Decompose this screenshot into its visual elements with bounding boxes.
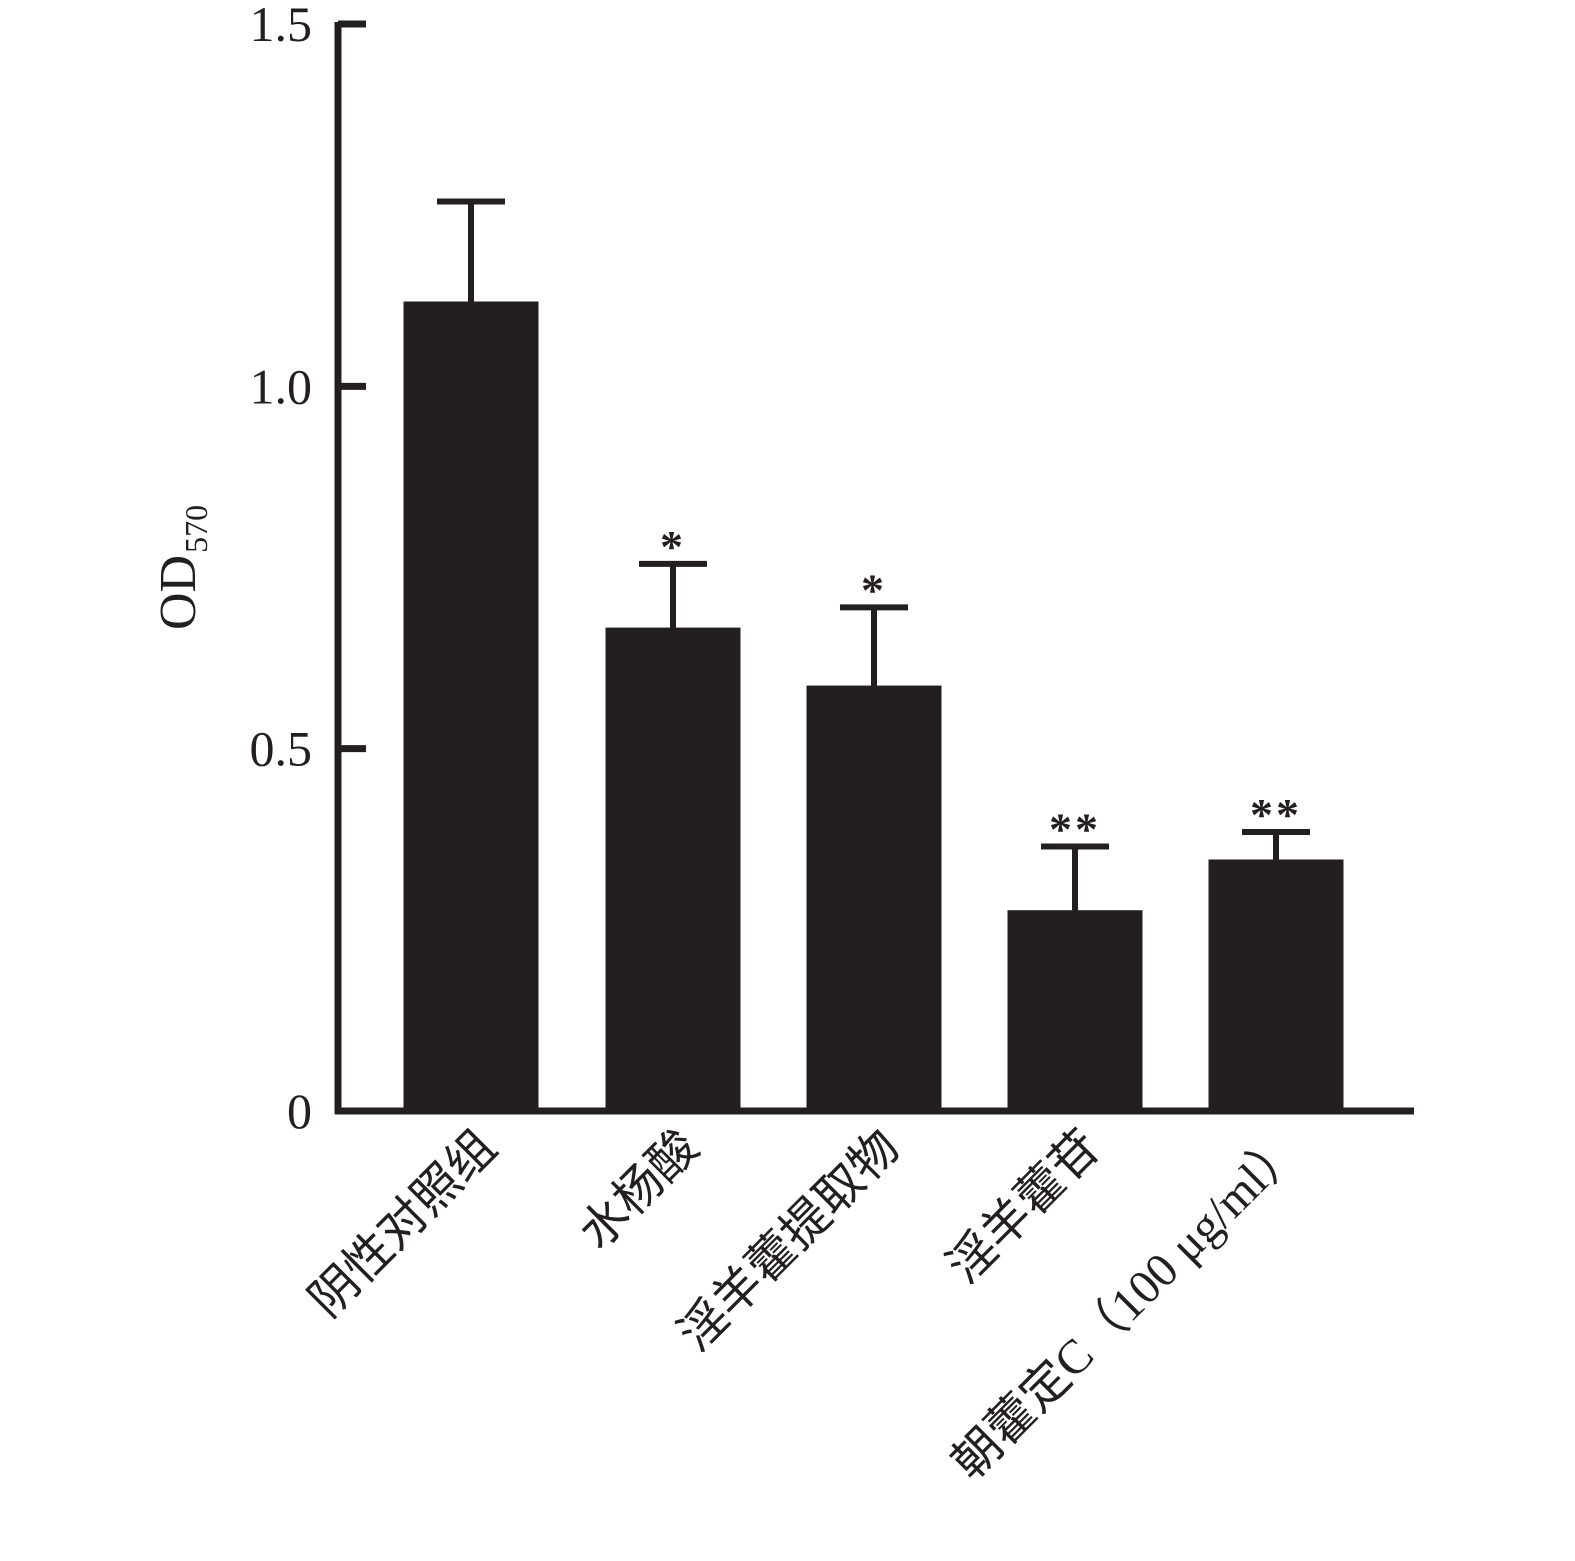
y-axis-label: OD570: [150, 505, 214, 630]
y-axis-label-main: OD: [150, 555, 207, 630]
y-tick-label: 0.5: [250, 721, 313, 777]
y-axis-label-subscript: 570: [178, 505, 214, 553]
x-category-label: 阴性对照组: [300, 1120, 507, 1327]
significance-mark: **: [1250, 789, 1302, 840]
bar: [1208, 859, 1344, 1113]
bar: [605, 627, 741, 1113]
x-category-label: 淫羊藿苷: [938, 1120, 1111, 1293]
bar: [403, 301, 539, 1113]
bar: [1007, 910, 1143, 1113]
x-category-label: 朝藿定C（100 μg/ml）: [942, 1120, 1312, 1490]
bar: [806, 685, 942, 1113]
y-tick-label: 1.0: [250, 358, 313, 414]
significance-mark: **: [1049, 803, 1101, 854]
bars: [403, 198, 1344, 1113]
y-tick-label: 0: [287, 1083, 312, 1139]
y-tick-label: 1.5: [250, 0, 313, 52]
x-category-label: 水杨酸: [569, 1120, 708, 1259]
significance-mark: *: [660, 521, 686, 572]
significance-mark: *: [861, 564, 887, 615]
